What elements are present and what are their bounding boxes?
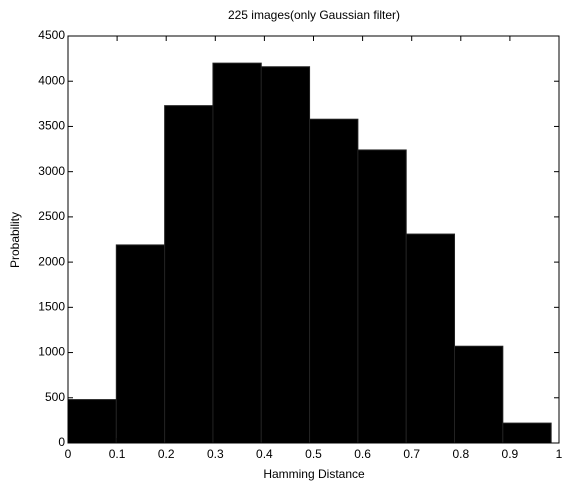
y-axis-label: Probability — [8, 212, 22, 268]
bar — [115, 244, 166, 444]
y-tick-label: 4500 — [38, 28, 65, 42]
x-tick-label: 0.3 — [207, 447, 224, 461]
x-tick-label: 1 — [556, 447, 563, 461]
x-tick-label: 0.7 — [403, 447, 420, 461]
x-tick-label: 0.2 — [158, 447, 175, 461]
y-tick-label: 1500 — [38, 300, 65, 314]
y-tick-label: 1000 — [38, 345, 65, 359]
bar — [164, 105, 214, 444]
bar — [309, 118, 359, 444]
bar — [212, 62, 262, 444]
x-tick-label: 0.8 — [452, 447, 469, 461]
x-tick-label: 0.9 — [502, 447, 519, 461]
y-tick-label: 500 — [45, 390, 65, 404]
bar — [260, 66, 311, 444]
bar — [454, 345, 504, 444]
y-tick-label: 3500 — [38, 119, 65, 133]
x-axis-label: Hamming Distance — [263, 467, 365, 481]
y-tick-label: 2000 — [38, 254, 65, 268]
bar — [357, 149, 407, 444]
y-tick-label: 2500 — [38, 209, 65, 223]
x-tick-label: 0.4 — [256, 447, 273, 461]
y-tick-label: 0 — [58, 435, 65, 449]
bar — [405, 233, 456, 444]
bar — [67, 399, 117, 444]
x-tick-label: 0 — [65, 447, 72, 461]
x-tick-label: 0.5 — [305, 447, 322, 461]
y-tick-label: 3000 — [38, 164, 65, 178]
y-tick-label: 4000 — [38, 73, 65, 87]
x-tick-label: 0.6 — [354, 447, 371, 461]
chart-title: 225 images(only Gaussian filter) — [228, 8, 400, 22]
x-tick-label: 0.1 — [109, 447, 126, 461]
